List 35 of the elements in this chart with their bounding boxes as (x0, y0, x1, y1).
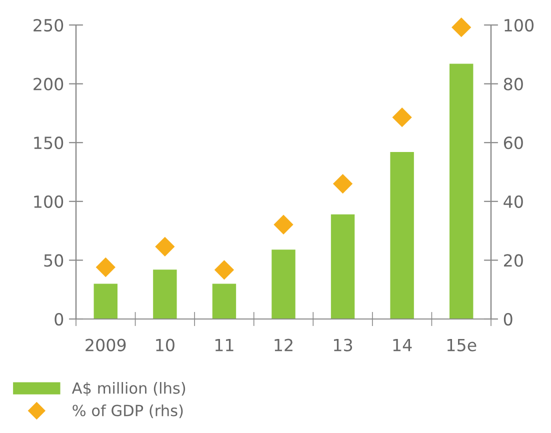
x-tick-label: 15e (447, 338, 476, 352)
point (392, 108, 412, 127)
point (214, 260, 234, 280)
x-tick-label: 2009 (86, 338, 126, 352)
y-tick-label: 0 (54, 312, 64, 326)
y2-tick-label: 60 (504, 136, 523, 150)
y-tick-label: 50 (44, 254, 64, 267)
y-tick-label: 250 (34, 18, 64, 32)
x-tick-label: 11 (215, 338, 234, 352)
x-tick-label: 14 (393, 338, 412, 352)
bar (330, 214, 355, 319)
point (96, 258, 116, 277)
bar (153, 270, 177, 319)
bar (94, 284, 118, 319)
bar (212, 284, 236, 319)
legend-label: % of GDP (rhs) (72, 404, 183, 418)
x-tick-label: 10 (156, 338, 174, 352)
x-tick-label: 12 (274, 338, 292, 352)
y-tick-label: 100 (34, 195, 64, 208)
y-tick-label: 150 (34, 136, 64, 150)
point (333, 174, 352, 194)
y-tick-label: 200 (34, 78, 64, 90)
y2-tick-label: 40 (504, 195, 523, 208)
legend-label: A$ million (lhs) (72, 382, 186, 396)
x-tick-label: 13 (334, 338, 352, 352)
bar (272, 250, 296, 319)
point (452, 18, 471, 37)
point (274, 215, 294, 234)
bar (450, 64, 474, 319)
point (155, 237, 174, 256)
y2-tick-label: 80 (504, 78, 523, 90)
y2-tick-label: 0 (504, 312, 512, 326)
y2-tick-label: 100 (504, 18, 534, 32)
bar (390, 152, 414, 319)
y2-tick-label: 20 (504, 254, 523, 267)
